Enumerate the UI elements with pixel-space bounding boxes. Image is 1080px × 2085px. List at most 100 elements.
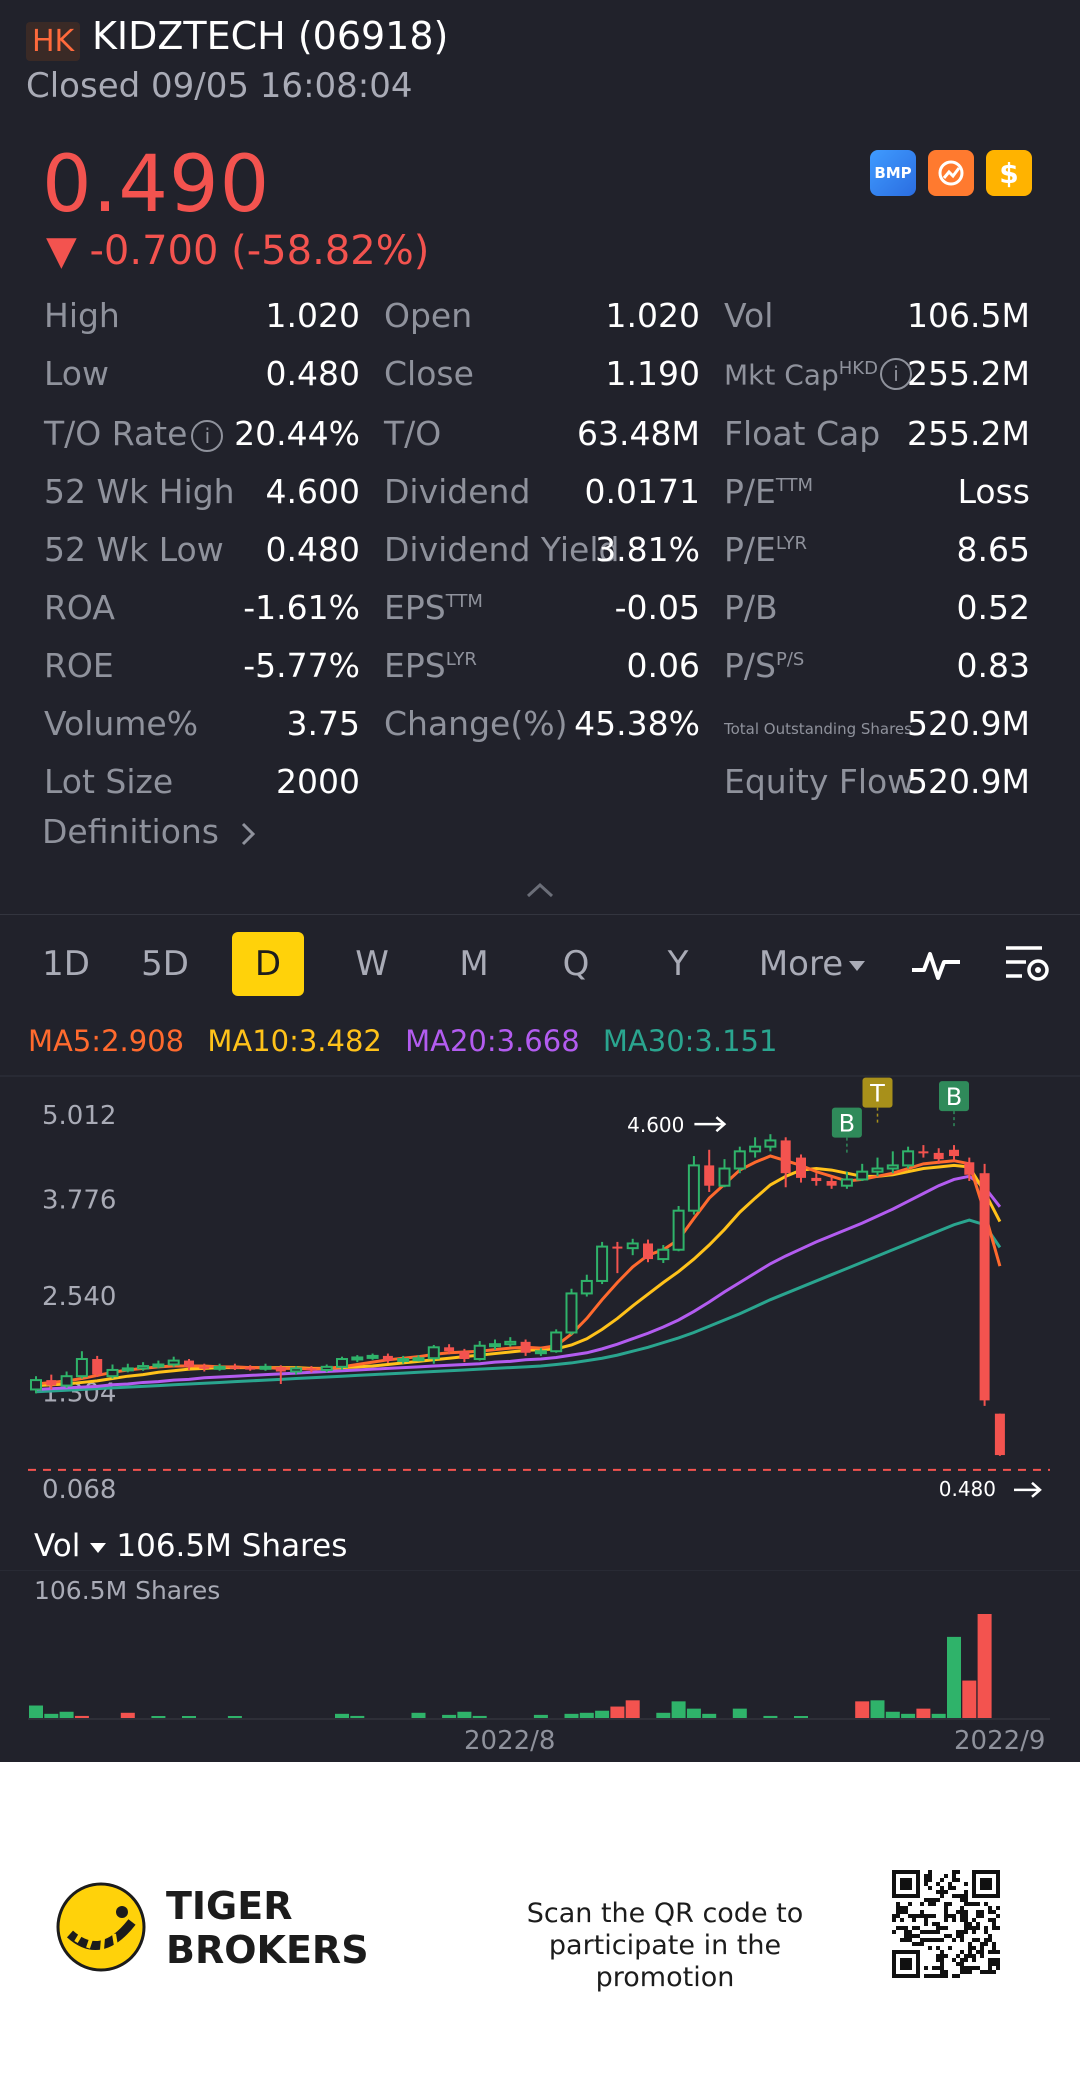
candle-body	[199, 1366, 210, 1369]
candle-body	[351, 1356, 364, 1361]
signal-b-marker	[831, 1107, 862, 1138]
volume-bar	[885, 1711, 900, 1718]
tab-y[interactable]: Y	[667, 944, 689, 984]
candle-body	[46, 1380, 57, 1386]
bmp-icon[interactable]: BMP	[870, 150, 916, 196]
signal-label: B	[839, 1110, 855, 1138]
signal-label: T	[869, 1080, 885, 1108]
candle-body	[994, 1413, 1005, 1456]
candle-body	[306, 1368, 317, 1371]
indicator-icon[interactable]	[910, 944, 962, 984]
candle-body	[520, 1341, 531, 1353]
definitions-link[interactable]: Definitions	[42, 812, 258, 851]
promo-footer: TIGER BROKERS Scan the QR code to partic…	[0, 1762, 1080, 2085]
stat-roe: ROE -5.77%	[44, 646, 360, 685]
volume-bar	[625, 1700, 640, 1718]
tab-1d[interactable]: 1D	[42, 944, 90, 984]
volume-bar	[533, 1714, 548, 1718]
candle-body	[30, 1379, 42, 1391]
stat-roa: ROA -1.61%	[44, 588, 360, 627]
ma10-label: MA10:3.482	[207, 1024, 382, 1058]
candle-body	[780, 1140, 791, 1174]
candle-body	[811, 1177, 822, 1182]
caret-down-icon	[90, 1542, 107, 1553]
candle-body	[366, 1354, 379, 1359]
ma20-line	[35, 1174, 1002, 1391]
order-icon[interactable]	[928, 150, 974, 196]
volume-header[interactable]: Vol 106.5M Shares	[34, 1528, 348, 1564]
tab-d[interactable]: D	[232, 932, 304, 996]
stat-lot-size: Lot Size 2000	[44, 762, 360, 801]
info-icon[interactable]: i	[191, 419, 224, 452]
volume-chart[interactable]	[0, 1570, 1080, 1720]
stat-pe-ttm: P/ETTM Loss	[724, 472, 1030, 511]
x-label-sep: 2022/9	[954, 1726, 1046, 1756]
qr-code[interactable]	[892, 1870, 1000, 1978]
volume-bar	[702, 1713, 717, 1718]
candle-body	[979, 1173, 990, 1401]
low-marker-label: 0.480	[939, 1477, 996, 1501]
arrow-right-icon	[1014, 1481, 1042, 1498]
candle-body	[749, 1145, 762, 1153]
tab-q[interactable]: Q	[562, 944, 590, 984]
candle-body	[489, 1343, 501, 1348]
candle-body	[580, 1279, 593, 1295]
chart-settings-icon[interactable]	[1002, 942, 1050, 986]
info-icon[interactable]: i	[880, 358, 912, 390]
volume-bar	[227, 1716, 242, 1718]
tab-w[interactable]: W	[355, 944, 389, 984]
ma5-label: MA5:2.908	[28, 1024, 185, 1058]
candle-body	[245, 1367, 256, 1370]
signal-b-marker	[939, 1081, 969, 1112]
candle-body	[229, 1366, 240, 1369]
candle-body	[643, 1243, 653, 1260]
candle-body	[382, 1355, 393, 1361]
arrow-right-icon	[694, 1116, 727, 1133]
volume-bar	[870, 1700, 885, 1718]
stat-equity-flow: Equity Flow 520.9M	[724, 762, 1030, 801]
stat-mkt-cap: Mkt CapHKD i 255.2M	[724, 354, 1030, 393]
tab-more[interactable]: More	[752, 932, 872, 996]
candle-body	[626, 1242, 639, 1250]
candle-body	[871, 1167, 884, 1173]
volume-bar	[59, 1711, 74, 1718]
candle-body	[856, 1170, 869, 1181]
candle-body	[259, 1365, 272, 1370]
candle-body	[444, 1347, 455, 1352]
candle-body	[826, 1181, 837, 1186]
ma10-line	[35, 1163, 1002, 1388]
candle-body	[657, 1248, 670, 1261]
volume-bar	[977, 1614, 992, 1718]
candle-body	[213, 1365, 226, 1370]
volume-bar	[29, 1705, 43, 1718]
candle-body	[718, 1167, 731, 1187]
ma30-label: MA30:3.151	[602, 1024, 778, 1058]
stat-dividend-yield: Dividend Yield 3.81%	[384, 530, 700, 569]
candle-body	[473, 1344, 486, 1361]
volume-bar	[947, 1636, 961, 1718]
chevron-up-icon[interactable]	[524, 880, 556, 900]
price-change: ▼ -0.700 (-58.82%)	[46, 228, 430, 274]
last-price: 0.490	[42, 140, 271, 230]
candle-body	[92, 1359, 103, 1375]
ma30-line	[35, 1218, 1002, 1394]
stock-quote-screen: HK KIDZTECH (06918) Closed 09/05 16:08:0…	[0, 0, 1080, 1762]
section-divider	[0, 914, 1080, 915]
stat-close: Close 1.190	[384, 354, 700, 393]
candle-body	[137, 1365, 150, 1370]
volume-bar	[931, 1713, 946, 1718]
candle-body	[612, 1246, 623, 1249]
candle-body	[550, 1331, 563, 1353]
y-tick-label: 5.012	[42, 1101, 116, 1131]
tab-m[interactable]: M	[459, 944, 489, 984]
stat-to: T/O 63.48M	[384, 414, 700, 453]
promo-text: Scan the QR code to participate in the p…	[526, 1898, 804, 1993]
volume-bar	[595, 1710, 610, 1718]
x-label-aug: 2022/8	[464, 1726, 556, 1756]
dollar-icon[interactable]: $	[986, 150, 1032, 196]
tab-5d[interactable]: 5D	[141, 944, 189, 984]
brand-name: TIGER BROKERS	[166, 1884, 369, 1972]
candle-body	[459, 1351, 470, 1360]
chevron-right-icon	[241, 822, 255, 845]
